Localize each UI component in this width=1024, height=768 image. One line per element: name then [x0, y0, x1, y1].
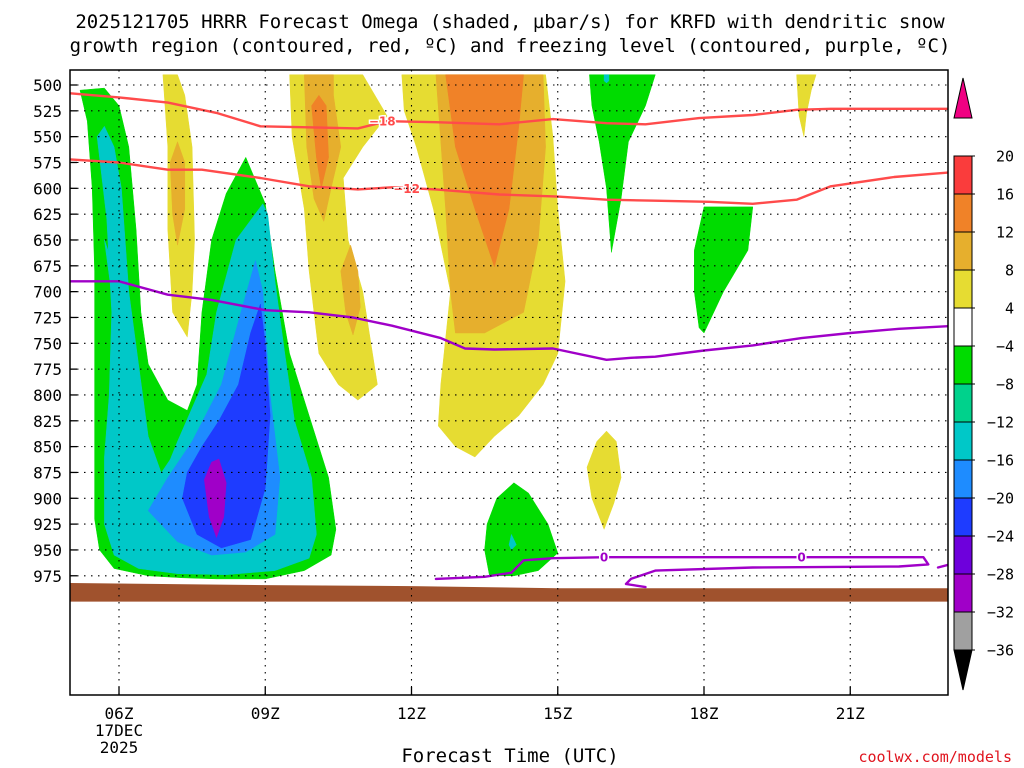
colorbar-bin-1 [953, 573, 973, 613]
ground-surface [70, 583, 948, 602]
colorbar-cap-top [953, 77, 973, 119]
colorbar-label--8: −8 [996, 376, 1014, 394]
y-tick-label-550: 550 [33, 128, 62, 147]
chart-title-line1: 2025121705 HRRR Forecast Omega (shaded, … [75, 11, 945, 33]
colorbar-label-8: 8 [1005, 262, 1014, 280]
omega-region-green-upper [589, 74, 656, 253]
y-tick-label-725: 725 [33, 308, 62, 327]
contour-label-freezing-level-lower-2: 0 [797, 551, 805, 565]
colorbar-bin-9 [953, 269, 973, 309]
x-tick-label-21Z: 21Z [836, 704, 865, 723]
y-tick-label-975: 975 [33, 567, 62, 586]
colorbar-cap-bottom [953, 649, 973, 691]
y-tick-label-800: 800 [33, 386, 62, 405]
x-tick-label-15Z: 15Z [543, 704, 572, 723]
omega-region-purple-core [204, 458, 227, 538]
axis-layer: 500 525 550 575 600 625 650 675 700 725 750 775 800 8… [33, 69, 949, 757]
omega-region-dkorange-b [311, 95, 329, 189]
omega-region-green-mid [694, 206, 754, 334]
colorbar-label--24: −24 [987, 528, 1014, 546]
colorbar-label-20: 20 [996, 148, 1014, 166]
y-tick-label-925: 925 [33, 515, 62, 534]
y-tick-label-775: 775 [33, 360, 62, 379]
x-tick-label-09Z: 09Z [251, 704, 280, 723]
contour-freezing-level-bottom-left [434, 571, 513, 581]
colorbar-bin-6 [953, 383, 973, 423]
omega-region-green-bottom [484, 482, 559, 577]
y-tick-label-600: 600 [33, 179, 62, 198]
colorbar-label-16: 16 [996, 186, 1014, 204]
omega-region-teal-upper [603, 74, 610, 84]
colorbar-bin-7 [953, 345, 973, 385]
y-tick-label-850: 850 [33, 438, 62, 457]
omega-region-orange-b2 [340, 244, 361, 336]
y-tick-label-575: 575 [33, 153, 62, 172]
colorbar-bin-12 [953, 155, 973, 195]
colorbar-label-4: 4 [1005, 300, 1014, 318]
y-tick-label-675: 675 [33, 257, 62, 276]
contour-dgz-minus12 [70, 158, 948, 205]
y-tick-label-625: 625 [33, 205, 62, 224]
colorbar-label-12: 12 [996, 224, 1014, 242]
colorbar-label--36: −36 [987, 642, 1014, 660]
colorbar-bin-0 [953, 611, 973, 651]
colorbar-label--12: −12 [987, 414, 1014, 432]
y-tick-label-700: 700 [33, 283, 62, 302]
colorbar: −36 −32 −28 −24 −20 −16 −12 −8 −4 4 8 12 16 20 [953, 77, 1014, 691]
x-tick-year: 2025 [100, 738, 139, 757]
x-tick-label-18Z: 18Z [690, 704, 719, 723]
x-axis-label: Forecast Time (UTC) [401, 745, 618, 767]
colorbar-label--4: −4 [996, 338, 1014, 356]
colorbar-bin-3 [953, 497, 973, 537]
colorbar-bin-2 [953, 535, 973, 575]
x-tick-date: 17DEC [95, 721, 143, 740]
colorbar-bin-4 [953, 459, 973, 499]
y-tick-label-500: 500 [33, 76, 62, 95]
y-tick-label-950: 950 [33, 541, 62, 560]
contour-freezing-level-lower [510, 556, 930, 589]
y-tick-label-650: 650 [33, 231, 62, 250]
omega-region-yellow-d [586, 430, 622, 530]
contour-dgz-minus18 [70, 92, 948, 130]
plot-area [70, 70, 948, 695]
colorbar-bin-11 [953, 193, 973, 233]
y-tick-label-525: 525 [33, 102, 62, 121]
omega-region-teal-bottom [508, 534, 517, 551]
y-tick-label-825: 825 [33, 412, 62, 431]
contour-label-dgz-minus18: −18 [369, 115, 396, 129]
y-tick-label-750: 750 [33, 334, 62, 353]
x-tick-label-06Z: 06Z [105, 704, 134, 723]
x-tick-label-12Z: 12Z [397, 704, 426, 723]
plot-frame [69, 69, 949, 696]
colorbar-label--20: −20 [987, 490, 1014, 508]
omega-region-blue-west [182, 303, 271, 549]
y-tick-label-900: 900 [33, 489, 62, 508]
contour-layer: −18−120 0 [70, 92, 948, 589]
contour-freezing-level-upper [70, 280, 948, 361]
omega-region-yellow-e [796, 74, 817, 137]
colorbar-bin-5 [953, 421, 973, 461]
colorbar-bin-10 [953, 231, 973, 271]
colorbar-label--16: −16 [987, 452, 1014, 470]
contour-label-freezing-level-lower: 0 [600, 551, 608, 565]
omega-region-orange-a [169, 141, 186, 246]
chart-title-line2: growth region (contoured, red, ºC) and f… [70, 35, 951, 57]
colorbar-label--28: −28 [987, 566, 1014, 584]
colorbar-bin-8 [953, 307, 973, 347]
y-tick-label-875: 875 [33, 463, 62, 482]
colorbar-label--32: −32 [987, 604, 1014, 622]
credit-text: coolwx.com/models [858, 748, 1012, 766]
